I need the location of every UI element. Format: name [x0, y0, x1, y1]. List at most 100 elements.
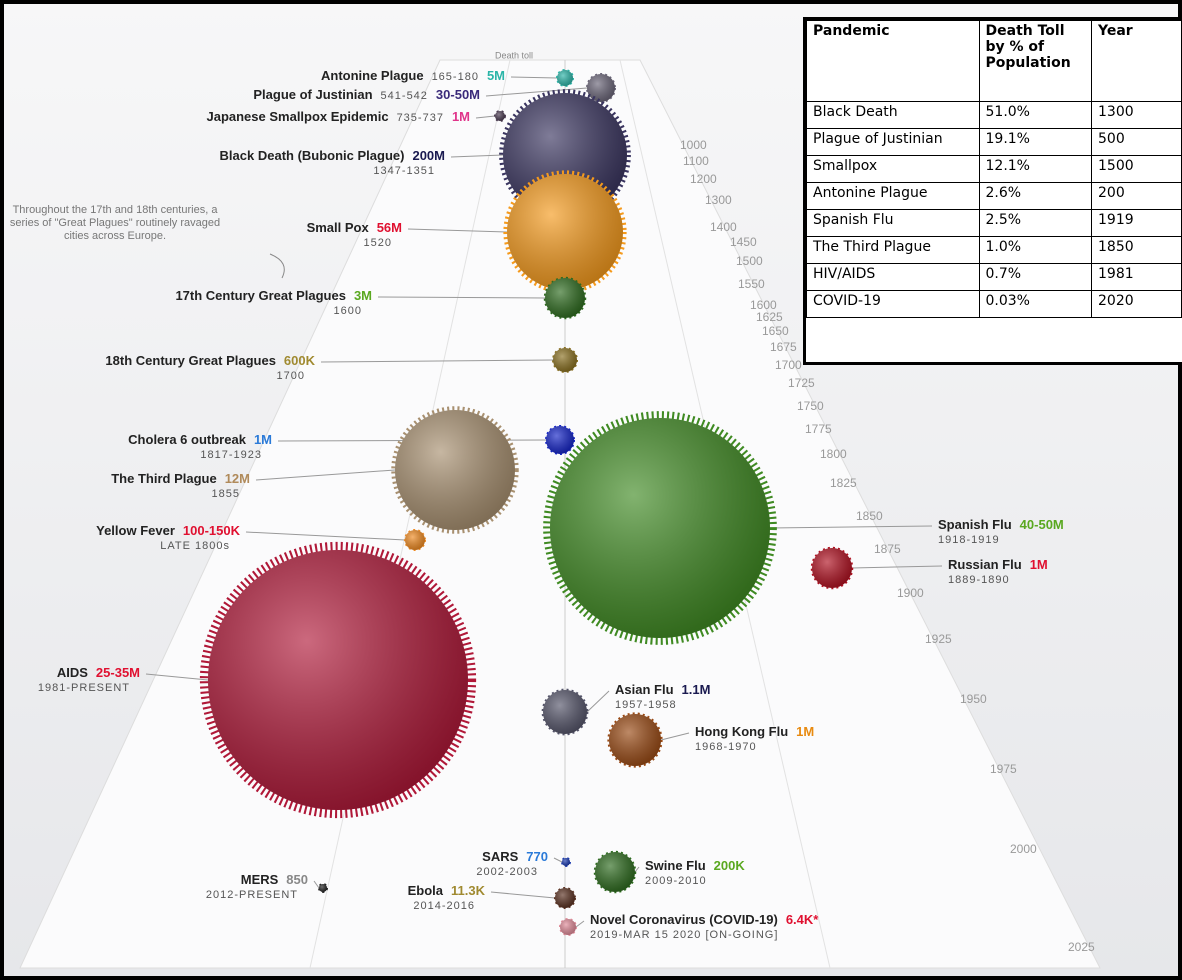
table-row: Spanish Flu 2.5% 1919 [806, 209, 1182, 237]
timeline-year: 1825 [830, 476, 857, 490]
timeline-year: 1800 [820, 447, 847, 461]
timeline-year: 1950 [960, 692, 987, 706]
table-row: Pandemic Death Toll by % of Population Yea… [806, 20, 1182, 102]
pandemic-name: Antonine Plague [321, 68, 424, 83]
bubble-shade [553, 348, 577, 372]
table-cell: 1919 [1091, 209, 1182, 237]
pandemic-name: Swine Flu [645, 858, 706, 873]
timeline-year: 1300 [705, 193, 732, 207]
pandemic-years: 1817-1923 [200, 449, 262, 461]
pandemic-name: Plague of Justinian [253, 87, 372, 102]
table-row: Plague of Justinian 19.1% 500 [806, 128, 1182, 156]
pandemic-label: Plague of Justinian 541-542 30-50M [253, 87, 480, 102]
pandemic-label: Novel Coronavirus (COVID-19) 6.4K* [590, 912, 819, 927]
pandemic-toll: 6.4K* [786, 912, 819, 927]
pandemic-years: 1347-1351 [373, 165, 435, 177]
bubble-shade [595, 852, 635, 892]
pandemic-name: Ebola [408, 883, 444, 898]
pandemic-toll: 1M [254, 432, 272, 447]
table-cell: 1.0% [978, 236, 1092, 264]
table-cell: Antonine Plague [806, 182, 980, 210]
timeline-year: 1775 [805, 422, 832, 436]
table-row: Black Death 51.0% 1300 [806, 101, 1182, 129]
table-cell: Death Toll by % of Population [978, 20, 1092, 102]
leader-line [245, 531, 406, 541]
table-cell: 12.1% [978, 155, 1092, 183]
pandemic-years: 2012-PRESENT [206, 889, 298, 901]
pandemic-label: 17th Century Great Plagues 3M [175, 288, 372, 303]
note-arrow [269, 253, 285, 279]
table-cell: 2.5% [978, 209, 1092, 237]
timeline-year: 1100 [683, 154, 709, 168]
pandemic-label: SARS 770 [482, 849, 548, 864]
pandemic-years: 165-180 [432, 71, 479, 83]
timeline-year: 1625 [756, 310, 783, 324]
leader-line [851, 565, 943, 569]
leader-line [145, 673, 209, 681]
pandemic-toll: 100-150K [183, 523, 241, 538]
pandemic-name: Japanese Smallpox Epidemic [206, 109, 388, 124]
pandemic-toll: 12M [225, 471, 250, 486]
pandemic-toll: 56M [377, 220, 402, 235]
pandemic-label: Hong Kong Flu 1M [695, 724, 814, 739]
pandemic-toll: 3M [354, 288, 372, 303]
timeline-year: 2025 [1068, 940, 1095, 954]
pandemic-marks: 1000110012001300140014501500155016001625… [38, 68, 1095, 954]
pandemic-toll: 770 [526, 849, 548, 864]
pandemic-label: Small Pox 56M [307, 220, 402, 235]
timeline-year: 1900 [897, 586, 924, 600]
bubble-shade [495, 111, 505, 121]
table-cell: 1850 [1091, 236, 1182, 264]
leader-line [586, 690, 610, 713]
timeline-year: 1400 [710, 220, 737, 234]
pandemic-toll: 200M [412, 148, 445, 163]
pandemic-years: 1957-1958 [615, 699, 677, 711]
table-cell: 200 [1091, 182, 1182, 210]
timeline-year: 1650 [762, 324, 789, 338]
pandemic-years: 1855 [212, 488, 240, 500]
timeline-year: 2000 [1010, 842, 1037, 856]
pandemic-name: Asian Flu [615, 682, 674, 697]
pandemic-name: MERS [241, 872, 279, 887]
leader-line [377, 296, 546, 299]
table-cell: 0.7% [978, 263, 1092, 291]
pandemic-label: Asian Flu 1.1M [615, 682, 710, 697]
bubble-shade [812, 548, 852, 588]
leader-line [660, 732, 690, 741]
bubble-shade [543, 690, 587, 734]
leader-line [575, 920, 585, 928]
table-cell: Smallpox [806, 155, 980, 183]
pandemic-years: 2014-2016 [413, 900, 475, 912]
pandemic-years: 735-737 [397, 112, 444, 124]
pandemic-name: Black Death (Bubonic Plague) [220, 148, 405, 163]
pandemic-toll: 5M [487, 68, 505, 83]
pandemic-years: 1520 [364, 237, 392, 249]
pandemic-toll: 11.3K [451, 883, 486, 898]
pandemic-label: Swine Flu 200K [645, 858, 745, 873]
pandemic-name: Small Pox [307, 220, 370, 235]
leader-line [769, 525, 933, 529]
pandemic-name: Cholera 6 outbreak [128, 432, 247, 447]
leader-line [255, 469, 396, 481]
pandemic-label: The Third Plague 12M [111, 471, 250, 486]
table-row: HIV/AIDS 0.7% 1981 [806, 263, 1182, 291]
table-cell: The Third Plague [806, 236, 980, 264]
pandemic-toll: 200K [714, 858, 746, 873]
leader-line [313, 880, 320, 889]
pandemic-years: 1918-1919 [938, 534, 1000, 546]
pandemic-toll: 30-50M [436, 87, 480, 102]
pandemic-toll: 25-35M [96, 665, 140, 680]
bubble-shade [560, 919, 576, 935]
pandemic-years: 1700 [277, 370, 305, 382]
leader-line [450, 154, 504, 158]
bubble-shade [555, 888, 575, 908]
timeline-year: 1875 [874, 542, 901, 556]
pandemic-years: 2019-MAR 15 2020 [ON-GOING] [590, 929, 778, 941]
table-cell: Plague of Justinian [806, 128, 980, 156]
table-cell: HIV/AIDS [806, 263, 980, 291]
bubble-shade [609, 714, 661, 766]
timeline-year: 1700 [775, 358, 802, 372]
pandemic-years: 1600 [334, 305, 362, 317]
